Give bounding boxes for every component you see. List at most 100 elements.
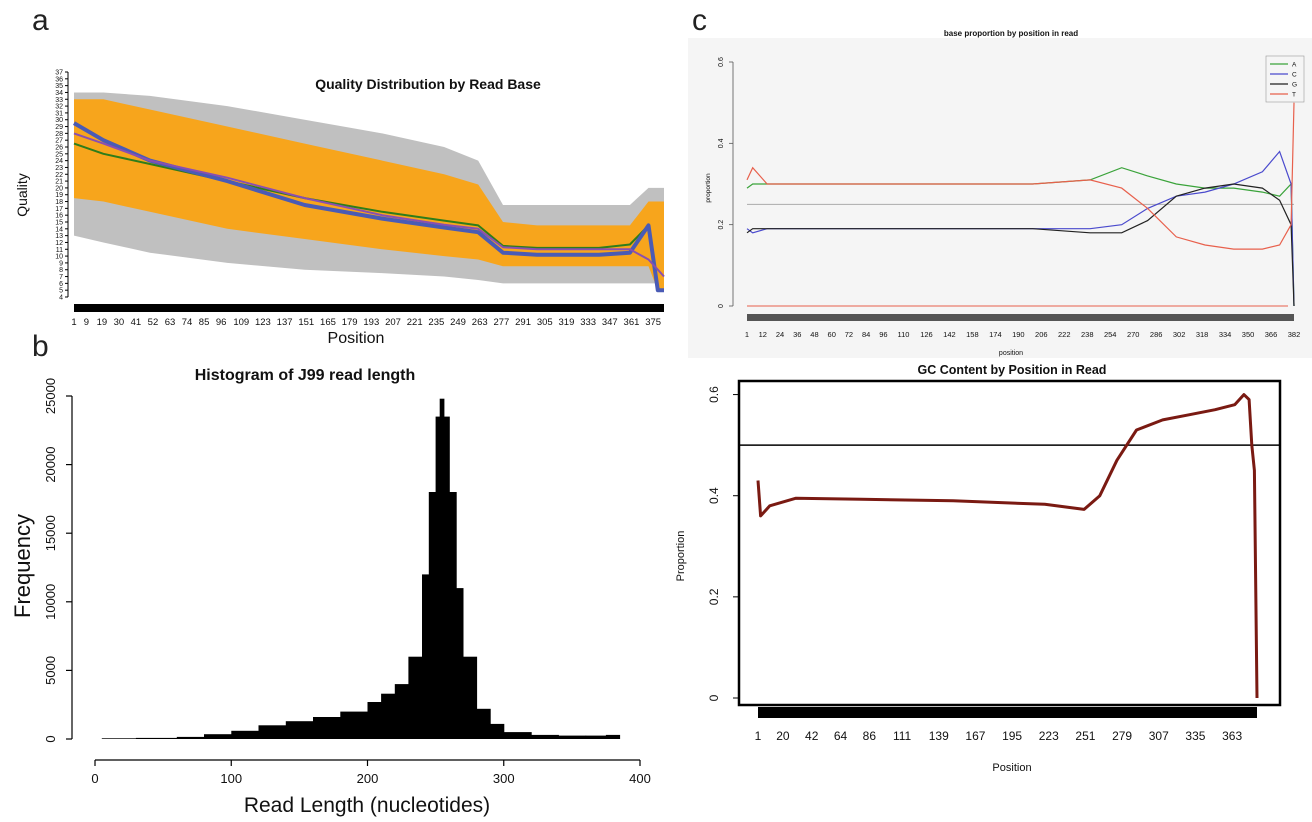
histogram-bar — [585, 735, 607, 739]
y-tick-label: 27 — [55, 138, 63, 145]
x-tick-label: 375 — [645, 317, 661, 328]
y-tick-label: 24 — [55, 158, 63, 165]
y-tick-label: 0 — [718, 304, 725, 308]
x-tick-label: 307 — [1149, 729, 1169, 743]
gc-content-line — [756, 393, 1259, 699]
y-tick-label: 10000 — [43, 584, 58, 620]
histogram-bar — [503, 732, 532, 739]
y-tick-label: 0.6 — [718, 57, 725, 67]
histogram-bar — [313, 717, 341, 739]
x-axis-bar — [74, 304, 664, 312]
x-tick-label: 72 — [845, 330, 853, 339]
panel-b-histogram: 0 5000 10000 15000 20000 25000 0 100 200 300 400 Hi… — [10, 367, 651, 817]
histogram-bar — [340, 711, 369, 739]
x-tick-label: 111 — [893, 729, 912, 743]
chart-title: Quality Distribution by Read Base — [315, 76, 541, 92]
panel-label-c: c — [692, 4, 707, 37]
x-tick-label: 63 — [165, 317, 176, 328]
y-tick-label: 23 — [55, 165, 63, 172]
y-tick-label: 21 — [55, 179, 63, 186]
y-tick-label: 36 — [55, 76, 63, 83]
x-axis-label: Position — [328, 330, 385, 347]
x-tick-label: 1 — [745, 330, 749, 339]
histogram-bar — [476, 708, 491, 739]
x-tick-label: 254 — [1104, 330, 1117, 339]
legend-label-A: A — [1292, 62, 1297, 69]
x-tick-label: 302 — [1173, 330, 1186, 339]
histogram-bar — [381, 693, 396, 739]
histogram-bar — [204, 734, 232, 739]
panel-a-quality-chart: 4567891011121314151617181920212223242526… — [14, 70, 665, 347]
x-tick-label: 319 — [559, 317, 575, 328]
histogram-bar — [531, 734, 559, 739]
panel-d-gc-content-chart: 0 0.2 0.4 0.6 1 20 42 64 86 111 139 167 195 223 251 279… — [675, 363, 1282, 774]
x-tick-label: 142 — [943, 330, 956, 339]
y-tick-label: 34 — [55, 90, 63, 97]
y-tick-label: 16 — [55, 213, 63, 220]
histogram-bar — [394, 684, 409, 739]
x-tick-label: 277 — [493, 317, 509, 328]
histogram-bar — [231, 730, 260, 739]
panel-c-base-proportion-chart: 0 0.2 0.4 0.6 1 12 24 36 48 60 72 84 96 110 126 142 158 1… — [688, 29, 1312, 358]
x-tick-label: 165 — [320, 317, 336, 328]
x-tick-label: 347 — [602, 317, 618, 328]
x-tick-label: 190 — [1012, 330, 1025, 339]
plot-background — [688, 38, 1312, 358]
y-tick-label: 0 — [43, 735, 58, 742]
x-tick-label: 151 — [298, 317, 314, 328]
x-tick-label: 0 — [91, 771, 98, 786]
series-line-smooth — [73, 132, 665, 278]
x-tick-label: 334 — [1219, 330, 1232, 339]
x-tick-label: 139 — [929, 729, 949, 743]
x-tick-label: 52 — [148, 317, 159, 328]
y-tick-label: 30 — [55, 117, 63, 124]
y-tick-label: 17 — [55, 206, 63, 213]
y-tick-label: 0.2 — [707, 588, 721, 605]
series-line-T — [746, 102, 1295, 250]
y-tick-label: 29 — [55, 124, 63, 131]
x-tick-label: 400 — [629, 771, 651, 786]
x-tick-label: 41 — [131, 317, 142, 328]
histogram-bar — [605, 734, 621, 739]
histogram-bar — [428, 492, 437, 739]
x-axis-bar — [747, 314, 1294, 321]
y-tick-label: 6 — [59, 281, 63, 288]
x-tick-label: 12 — [759, 330, 767, 339]
x-tick-label: 74 — [182, 317, 193, 328]
x-tick-label: 206 — [1035, 330, 1048, 339]
x-tick-label: 270 — [1127, 330, 1140, 339]
y-axis-label: Frequency — [10, 514, 35, 618]
y-tick-label: 25 — [55, 151, 63, 158]
x-tick-label: 96 — [216, 317, 227, 328]
series-line-G — [746, 183, 1295, 307]
x-tick-label: 9 — [84, 317, 89, 328]
x-tick-label: 382 — [1288, 330, 1301, 339]
x-tick-label: 279 — [1112, 729, 1132, 743]
chart-title: GC Content by Position in Read — [918, 363, 1107, 377]
panel-label-b: b — [32, 330, 49, 363]
y-tick-label: 10 — [55, 254, 63, 261]
legend-label-T: T — [1292, 92, 1296, 99]
y-tick-label: 31 — [55, 110, 63, 117]
chart-title: base proportion by position in read — [944, 29, 1078, 38]
x-tick-label: 85 — [199, 317, 210, 328]
x-tick-label: 238 — [1081, 330, 1094, 339]
y-tick-label: 9 — [59, 260, 63, 267]
y-tick-label: 20 — [55, 185, 63, 192]
y-tick-label: 0.2 — [718, 220, 725, 230]
x-tick-label: 24 — [776, 330, 784, 339]
histogram-bar — [135, 737, 178, 739]
y-axis-label: proportion — [705, 173, 712, 203]
x-axis-bar — [758, 707, 1257, 718]
histogram-bar — [422, 574, 430, 739]
legend-box — [1265, 55, 1305, 103]
x-tick-label: 333 — [580, 317, 596, 328]
x-tick-label: 249 — [450, 317, 466, 328]
x-tick-label: 318 — [1196, 330, 1209, 339]
histogram-bar — [443, 416, 450, 739]
y-tick-label: 13 — [55, 233, 63, 240]
y-tick-label: 14 — [55, 226, 63, 233]
histogram-bar — [285, 721, 314, 739]
x-tick-label: 300 — [493, 771, 515, 786]
